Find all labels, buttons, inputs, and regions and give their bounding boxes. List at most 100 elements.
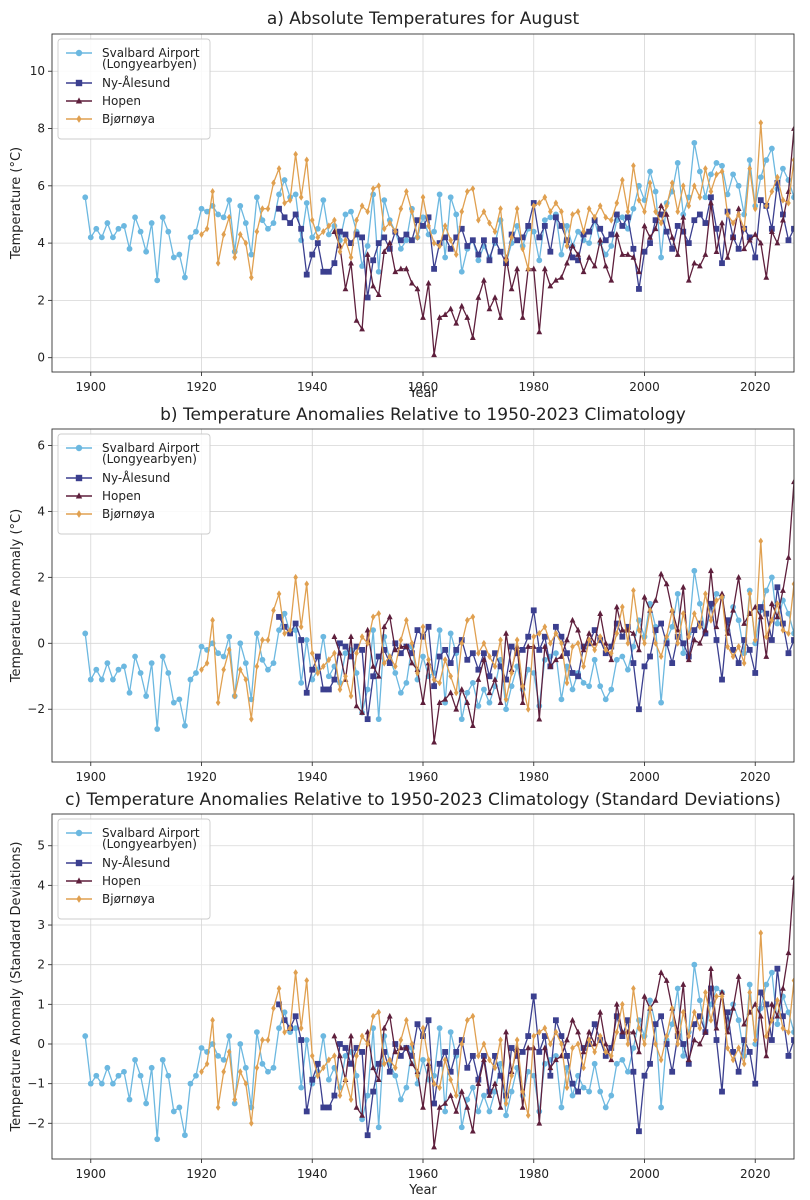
- data-point: [337, 649, 343, 656]
- data-point: [281, 1017, 288, 1024]
- data-point: [343, 672, 348, 680]
- data-point: [530, 265, 537, 272]
- data-point: [586, 1088, 593, 1095]
- data-point: [325, 1104, 332, 1111]
- data-point: [536, 199, 542, 207]
- data-point: [210, 188, 215, 196]
- data-point: [469, 679, 476, 686]
- data-point: [364, 716, 371, 723]
- data-point: [281, 177, 288, 183]
- data-point: [686, 1032, 692, 1040]
- data-point: [631, 162, 636, 170]
- data-point: [82, 630, 89, 637]
- data-point: [630, 660, 637, 666]
- data-point: [558, 1104, 565, 1111]
- data-point: [326, 1056, 332, 1064]
- data-point: [193, 670, 199, 676]
- data-point: [271, 179, 276, 187]
- data-point: [686, 202, 692, 210]
- data-point: [387, 1056, 393, 1064]
- data-point: [414, 1021, 421, 1028]
- data-point: [591, 656, 598, 663]
- data-point: [608, 1052, 614, 1060]
- panel-1: b) Temperature Anomalies Relative to 195…: [9, 405, 795, 784]
- data-point: [397, 650, 404, 657]
- data-point: [458, 1124, 465, 1131]
- data-point: [431, 738, 437, 745]
- data-point: [702, 1028, 709, 1035]
- data-point: [586, 1041, 593, 1047]
- data-point: [271, 606, 276, 614]
- data-point: [774, 620, 781, 627]
- data-point: [652, 1021, 659, 1028]
- data-point: [426, 656, 431, 664]
- data-point: [253, 194, 260, 201]
- data-point: [696, 639, 703, 646]
- data-point: [420, 633, 426, 640]
- data-point: [370, 1088, 377, 1095]
- data-point: [276, 205, 282, 212]
- legend-label: Ny-Ålesund: [102, 855, 170, 870]
- data-point: [791, 580, 794, 588]
- data-point: [481, 686, 487, 693]
- data-point: [420, 699, 426, 705]
- legend-marker: [75, 97, 83, 104]
- data-point: [713, 590, 720, 597]
- data-point: [270, 220, 277, 226]
- data-point: [619, 214, 626, 221]
- data-point: [558, 223, 565, 229]
- data-point: [265, 636, 271, 644]
- data-point: [469, 722, 476, 729]
- data-point: [342, 650, 349, 657]
- data-point: [492, 676, 498, 682]
- data-point: [137, 670, 144, 676]
- data-point: [364, 294, 371, 301]
- data-point: [198, 1045, 205, 1051]
- data-point: [481, 650, 487, 657]
- data-point: [669, 234, 676, 240]
- data-point: [708, 1016, 714, 1024]
- data-point: [210, 1016, 215, 1024]
- data-point: [514, 1052, 521, 1059]
- data-point: [453, 1092, 459, 1100]
- data-point: [414, 285, 421, 292]
- data-point: [802, 186, 808, 192]
- legend-item-0: Svalbard Airport(Longyearbyen): [66, 826, 200, 851]
- data-point: [763, 1052, 770, 1059]
- data-point: [624, 1068, 631, 1075]
- data-point: [636, 646, 642, 653]
- data-point: [93, 666, 100, 673]
- data-point: [592, 1048, 597, 1056]
- data-point: [282, 1028, 287, 1036]
- data-point: [559, 639, 564, 647]
- data-point: [719, 260, 725, 267]
- data-point: [442, 656, 448, 664]
- data-point: [519, 1049, 526, 1055]
- y-tick-label: 0: [37, 1037, 45, 1051]
- data-point: [602, 1104, 609, 1111]
- data-point: [519, 1104, 526, 1110]
- data-point: [548, 639, 553, 647]
- y-axis-label: Temperature (°C): [9, 147, 24, 260]
- data-point: [685, 1060, 692, 1067]
- data-point: [519, 647, 526, 653]
- data-point: [403, 237, 410, 244]
- data-point: [221, 231, 226, 238]
- data-point: [298, 637, 305, 643]
- y-tick-label: 10: [30, 64, 45, 78]
- data-point: [608, 216, 614, 224]
- data-point: [503, 1092, 509, 1099]
- data-point: [608, 1045, 615, 1051]
- data-point: [613, 656, 620, 663]
- data-point: [780, 1013, 786, 1020]
- data-point: [730, 234, 736, 240]
- data-point: [558, 1033, 565, 1039]
- data-point: [115, 225, 122, 232]
- data-point: [608, 643, 615, 650]
- data-point: [531, 633, 537, 641]
- data-point: [780, 587, 786, 593]
- data-point: [647, 1004, 653, 1012]
- data-point: [426, 1056, 431, 1064]
- data-point: [298, 679, 305, 686]
- data-point: [636, 196, 642, 204]
